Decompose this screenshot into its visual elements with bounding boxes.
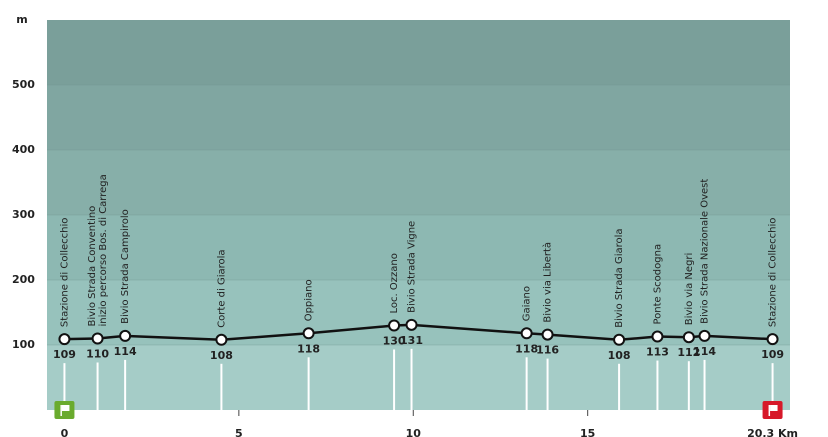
value-label: 116 [536,344,559,357]
point [215,333,228,346]
value-label: 113 [646,346,669,359]
value-label: 108 [210,349,233,362]
x-tick-label: 15 [580,427,595,437]
value-label: 112 [677,346,700,359]
point-name: Bivio via Libertà [542,242,554,323]
point [405,318,418,331]
value-label: 118 [297,342,320,355]
point [613,333,626,346]
y-axis-label: m [16,13,27,26]
x-tick-label: 5 [235,427,243,437]
point-name: Bivio Strada Vigne [407,221,418,313]
value-label: 109 [53,348,76,361]
point-name: Stazione di Collecchio [59,218,70,328]
point [541,328,554,341]
point [388,319,401,332]
start-flag-pole [60,405,62,416]
point-name: Bivio Strada Giarola [614,228,625,327]
point [58,333,71,346]
y-tick-label: 100 [12,338,35,351]
point [520,327,533,340]
point-name: Bivio Strada Campirolo [120,209,131,324]
finish-flag-cloth [770,405,778,411]
x-tick-label: 0 [61,427,69,437]
point-name: inizio percorso Bos. di Carrega [98,174,109,326]
point [682,331,695,344]
point [698,329,711,342]
finish-flag-pole [768,405,771,416]
value-label: 131 [400,334,423,347]
point-name: Oppiano [304,279,315,321]
value-label: 130 [383,335,406,348]
value-label: 109 [761,348,784,361]
point-name: Corte di Giarola [216,249,227,327]
point-name: Bivio Strada Conventino [87,206,98,327]
point-name: Gaiano [522,286,533,321]
point-name: Loc. Ozzano [389,253,400,313]
point [766,333,779,346]
value-label: 114 [693,345,716,358]
point [302,327,315,340]
point-name: Ponte Scodogna [652,244,663,325]
value-label: 108 [608,349,631,362]
y-tick-label: 400 [12,143,35,156]
x-tick-label: 20,3 Km [747,427,798,437]
y-tick-label: 200 [12,273,35,286]
band [47,20,790,85]
point [119,329,132,342]
value-label: 114 [114,345,137,358]
value-label: 118 [515,342,538,355]
point [91,332,104,345]
point-name: Stazione di Collecchio [768,218,779,328]
y-tick-label: 300 [12,208,35,221]
point [651,330,664,343]
finish-flag [762,401,783,419]
point-name: Bivio via Negri [684,253,695,326]
band [47,280,790,345]
band [47,345,790,410]
band [47,215,790,280]
start-flag-cloth [61,405,70,411]
x-tick-label: 10 [406,427,422,437]
value-label: 110 [86,348,109,361]
start-flag [54,401,75,419]
point-name: Bivio Strada Nazionale Ovest [700,179,711,324]
band [47,85,790,150]
band [47,150,790,215]
y-tick-label: 500 [12,78,35,91]
